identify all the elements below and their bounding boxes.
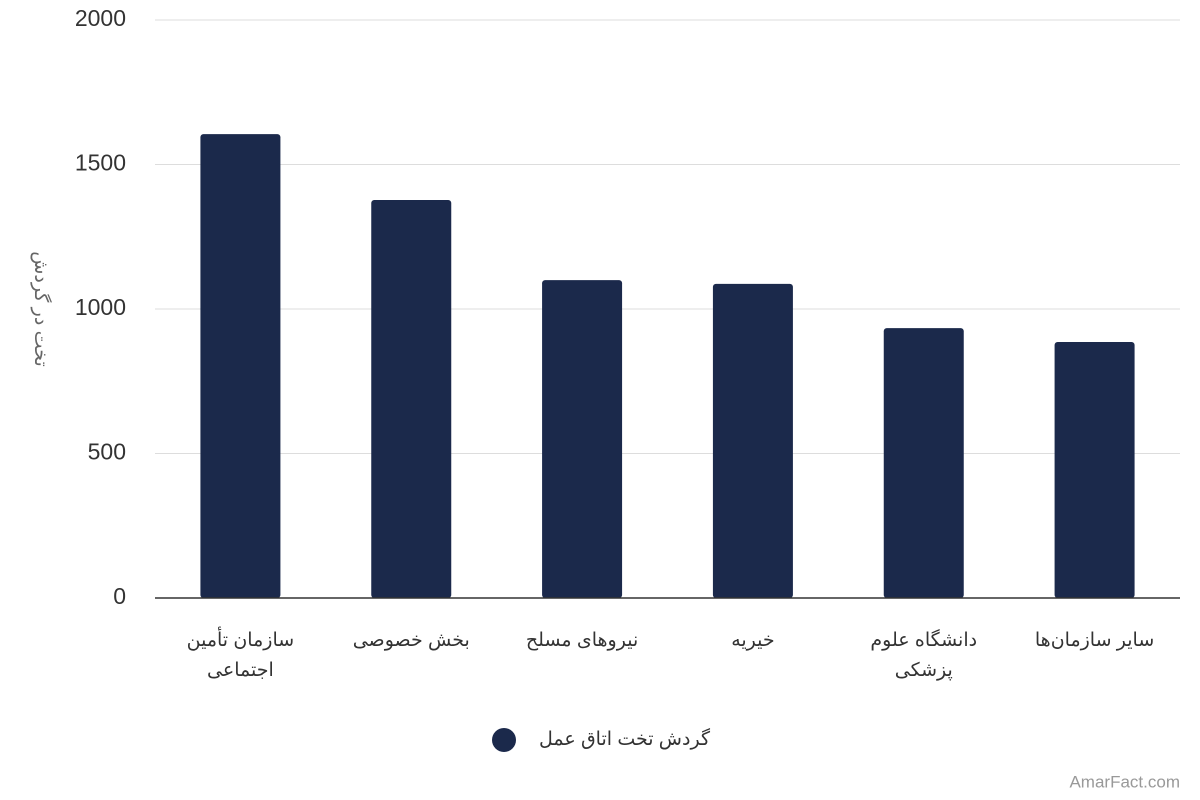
x-tick-label: سازمان تأمین اجتماعی [186, 630, 295, 681]
y-tick-label: 0 [113, 583, 126, 609]
bar [883, 328, 964, 598]
legend-marker [492, 728, 516, 752]
x-tick-label: نیروهای مسلح [525, 630, 639, 651]
y-tick-label: 1000 [75, 294, 126, 320]
y-tick-label: 500 [88, 439, 126, 465]
x-tick-label: خیریه [731, 630, 775, 651]
y-tick-label: 2000 [75, 5, 126, 31]
bar [200, 134, 281, 598]
x-tick-label: دانشگاه علوم پزشکی [870, 630, 978, 681]
y-tick-label: 1500 [75, 150, 126, 176]
y-axis-title: تخت در گردش [30, 251, 53, 367]
bar [712, 283, 793, 598]
watermark: AmarFact.com [1069, 772, 1180, 791]
bar [371, 200, 452, 598]
bar [542, 280, 623, 598]
bar [1054, 341, 1135, 598]
x-tick-label: بخش خصوصی [352, 630, 470, 651]
x-tick-label: سایر سازمان‌ها [1034, 630, 1155, 651]
legend-label: گردش تخت اتاق عمل [539, 727, 711, 750]
